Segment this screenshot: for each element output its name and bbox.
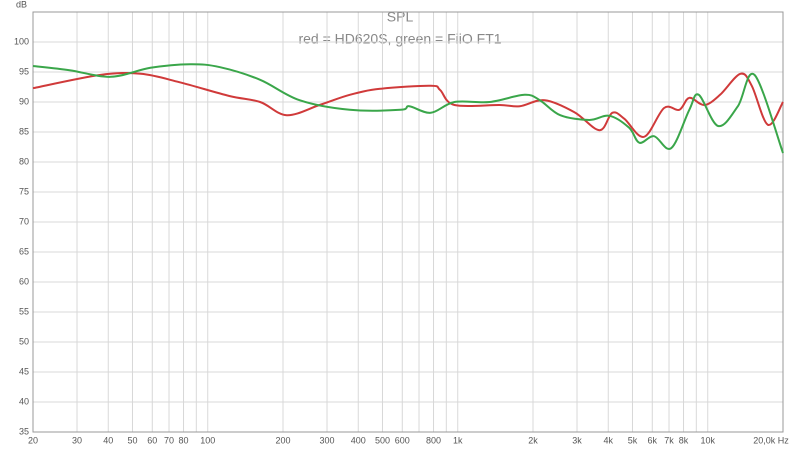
x-tick-label: 100 [200,435,215,445]
series-line [32,63,784,154]
y-tick-label: 95 [19,66,29,76]
x-tick-label: 3k [572,435,582,445]
x-tick-label: 70 [164,435,174,445]
x-tick-label: 6k [648,435,658,445]
plot-border [32,11,784,433]
y-tick-label: 80 [19,156,29,166]
x-tick-label: 60 [147,435,157,445]
x-tick-label: 20 [28,435,38,445]
x-tick-label: 4k [603,435,613,445]
y-tick-label: 65 [19,246,29,256]
x-tick-label: 8k [679,435,689,445]
x-tick-label: 300 [320,435,335,445]
y-tick-label: 40 [19,396,29,406]
x-tick-label: 7k [664,435,674,445]
y-tick-label: 100 [14,36,29,46]
x-tick-label: 40 [103,435,113,445]
chart-subtitle: red = HD620S, green = FiiO FT1 [298,31,501,47]
y-tick-label: 60 [19,276,29,286]
x-tick-label: 80 [179,435,189,445]
y-tick-label: 55 [19,306,29,316]
x-tick-label: 20,0k Hz [753,435,789,445]
x-tick-label: 400 [351,435,366,445]
y-tick-label: 75 [19,186,29,196]
y-axis-label: dB [16,0,27,9]
y-tick-label: 45 [19,366,29,376]
y-tick-label: 90 [19,96,29,106]
y-tick-label: 85 [19,126,29,136]
x-tick-label: 1k [453,435,463,445]
x-tick-label: 600 [395,435,410,445]
series-line [32,72,784,138]
x-tick-label: 50 [127,435,137,445]
x-tick-label: 2k [528,435,538,445]
y-tick-label: 50 [19,336,29,346]
x-tick-label: 800 [426,435,441,445]
chart-title: SPL [387,9,414,25]
x-tick-label: 30 [72,435,82,445]
y-tick-label: 70 [19,216,29,226]
x-tick-label: 10k [700,435,715,445]
x-tick-label: 200 [275,435,290,445]
x-tick-label: 5k [628,435,638,445]
x-tick-label: 500 [375,435,390,445]
y-tick-label: 35 [19,426,29,436]
